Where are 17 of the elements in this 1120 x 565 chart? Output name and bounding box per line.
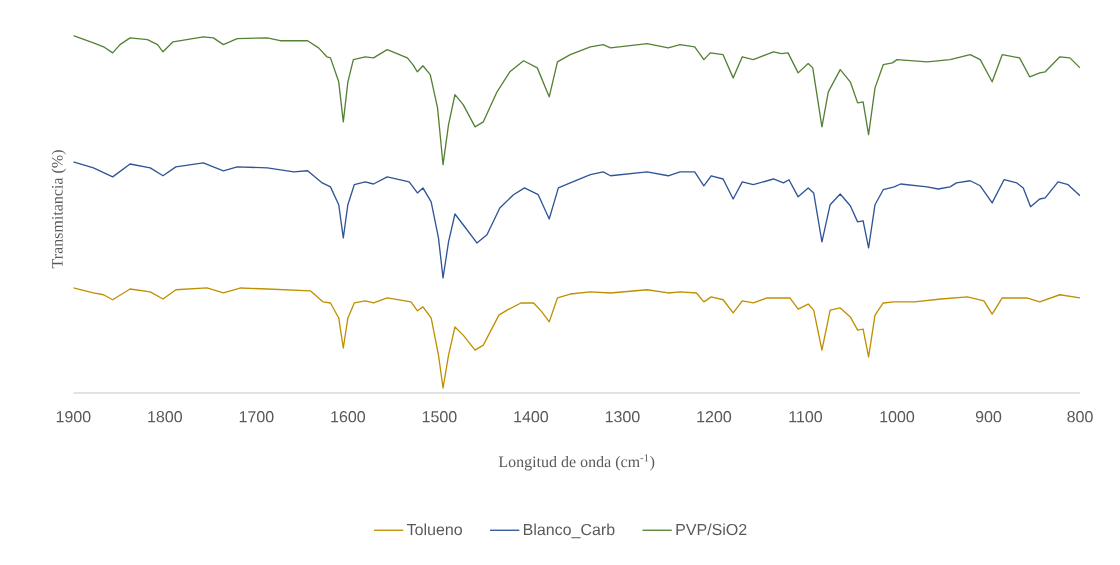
legend-label: Tolueno	[406, 523, 462, 536]
x-tick-label: 1900	[56, 411, 91, 423]
x-tick-label: 1400	[514, 411, 549, 423]
x-tick-label: 800	[1067, 411, 1093, 423]
x-tick-label: 900	[975, 411, 1002, 423]
x-tick-label: 1800	[148, 411, 183, 423]
x-tick-label: 1600	[331, 411, 366, 423]
y-axis-title: Transmitancia (%)	[51, 150, 66, 269]
legend-label: PVP/SiO2	[676, 523, 747, 536]
x-tick-label: 1200	[697, 411, 732, 423]
x-tick-label: 1000	[880, 411, 915, 423]
x-tick-label: 1300	[605, 411, 640, 423]
x-tick-label: 1500	[422, 411, 457, 423]
legend-label: Blanco_Carb	[523, 523, 615, 539]
x-tick-label: 1100	[789, 411, 823, 423]
x-tick-label: 1700	[239, 411, 274, 423]
x-axis-title: Longitud de onda (cm$^{-1}$)	[498, 454, 655, 471]
